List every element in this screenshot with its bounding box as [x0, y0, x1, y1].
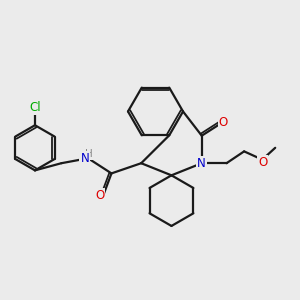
Text: O: O	[95, 189, 104, 202]
Text: N: N	[80, 152, 89, 165]
Text: H: H	[85, 149, 92, 159]
Text: O: O	[258, 156, 268, 169]
Text: N: N	[197, 157, 206, 170]
Text: Cl: Cl	[29, 101, 41, 114]
Text: O: O	[219, 116, 228, 129]
